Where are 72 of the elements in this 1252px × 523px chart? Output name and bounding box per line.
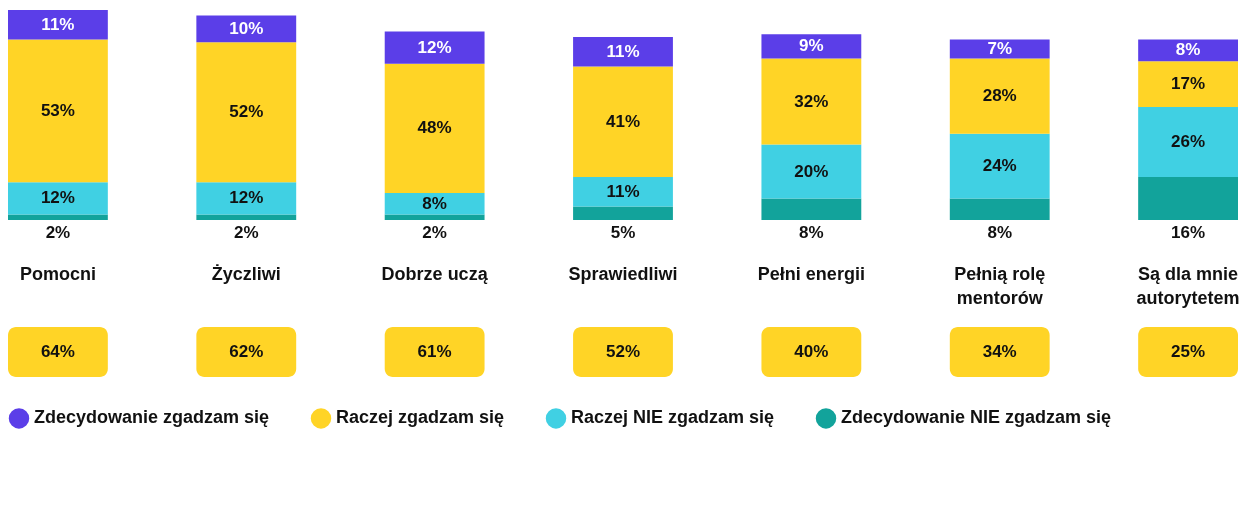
data-label: 7% [987, 39, 1013, 59]
bar [761, 34, 862, 59]
data-label: 11% [41, 14, 75, 34]
bar [573, 206, 673, 220]
bar [196, 214, 297, 220]
bar [384, 193, 485, 215]
legend-label: Zdecydowanie zgadzam się [34, 407, 270, 428]
bar [573, 176, 673, 207]
data-label: 11% [606, 181, 640, 201]
text: 34% [982, 342, 1017, 361]
bar [949, 198, 1050, 220]
legend-label: Raczej NIE zgadzam się [571, 407, 775, 428]
text: 64% [40, 342, 75, 361]
text: 52% [605, 342, 641, 361]
bar [196, 42, 297, 183]
bar [384, 214, 485, 220]
bar [761, 198, 862, 220]
x-tick-label: Pełnią rolę mentorów [954, 263, 1046, 308]
text: 25% [1171, 342, 1206, 361]
x-tick-label: Pełni energii [757, 263, 865, 284]
bar [384, 63, 485, 194]
data-label: 12% [417, 37, 452, 57]
data-label: 26% [1171, 131, 1206, 151]
x-tick-label: Sprawiedliwi [568, 263, 678, 284]
text: 40% [794, 342, 829, 361]
x-tick-label: Pomocni [19, 263, 96, 284]
bar [761, 58, 862, 145]
data-label: 10% [229, 18, 264, 38]
legend-label: Zdecydowanie NIE zgadzam się [841, 407, 1112, 428]
x-tick-label: Życzliwi [211, 263, 281, 284]
data-label: 8% [422, 193, 447, 213]
bar [196, 182, 297, 215]
bar [8, 10, 108, 40]
data-label: 9% [799, 36, 824, 56]
bar [1138, 61, 1238, 107]
data-label: 28% [982, 86, 1017, 106]
bar [8, 182, 108, 215]
data-label: 17% [1171, 74, 1206, 94]
bar [8, 39, 108, 183]
data-label: 16% [1171, 223, 1206, 242]
data-label: 8% [987, 223, 1013, 242]
bar [949, 58, 1050, 134]
legend-label: Raczej zgadzam się [336, 407, 505, 428]
data-label: 53% [40, 100, 75, 120]
bar [196, 15, 297, 43]
data-label: 2% [45, 223, 71, 242]
data-label: 24% [982, 156, 1017, 176]
bar [384, 31, 485, 64]
data-label: 12% [40, 188, 75, 208]
bar [1138, 106, 1238, 177]
x-tick-label: Dobrze uczą [381, 263, 489, 284]
bar [949, 133, 1050, 199]
data-label: 52% [229, 102, 264, 122]
data-label: 5% [610, 223, 636, 242]
data-label: 8% [799, 223, 824, 242]
data-label: 12% [229, 188, 264, 208]
bar [1138, 176, 1238, 220]
text: 62% [229, 342, 264, 361]
data-label: 32% [794, 91, 829, 111]
bar [573, 36, 673, 67]
data-label: 48% [417, 118, 452, 138]
x-tick-label: Są dla mnie autorytetem [1136, 263, 1240, 308]
data-label: 41% [605, 111, 641, 131]
bar [8, 214, 108, 220]
bar [573, 66, 673, 177]
data-label: 20% [794, 161, 829, 181]
data-label: 2% [233, 223, 259, 242]
data-label: 11% [606, 41, 640, 61]
data-label: 8% [1175, 40, 1201, 60]
bar [761, 144, 862, 199]
data-label: 2% [422, 223, 447, 242]
text: 61% [417, 342, 452, 361]
